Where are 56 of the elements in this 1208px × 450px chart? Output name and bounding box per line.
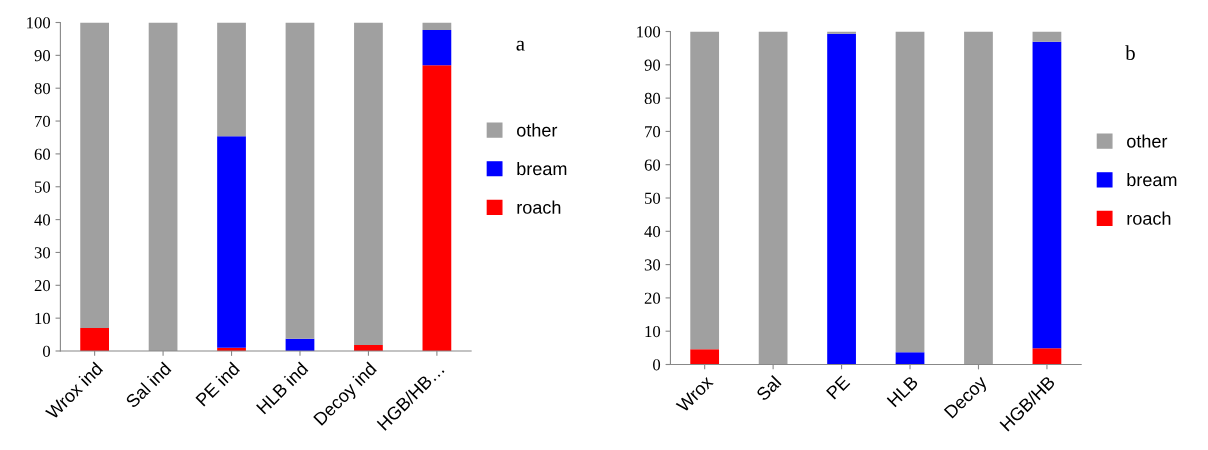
bar bbox=[148, 22, 178, 351]
bar bbox=[422, 65, 452, 351]
bar bbox=[80, 22, 109, 328]
bar bbox=[1032, 31, 1062, 42]
y-tick-label: 20 bbox=[34, 280, 51, 292]
x-tick-label: HLB bbox=[886, 375, 919, 408]
y-tick-label: 30 bbox=[644, 259, 661, 271]
y-tick-label: 50 bbox=[645, 192, 661, 204]
text: b bbox=[1125, 45, 1135, 61]
y-tick-label: 90 bbox=[34, 50, 51, 62]
bar bbox=[895, 31, 925, 353]
bar bbox=[1032, 41, 1062, 349]
y-tick-label: 0 bbox=[653, 359, 661, 371]
x-tick-label: HLB ind bbox=[255, 361, 309, 415]
legend-label: roach bbox=[517, 200, 561, 214]
bar bbox=[690, 349, 720, 365]
y-tick-label: 100 bbox=[27, 17, 51, 29]
y-tick-label: 50 bbox=[34, 181, 51, 193]
text: a bbox=[516, 40, 525, 51]
y-tick-label: 90 bbox=[644, 59, 661, 71]
y-tick-label: 10 bbox=[35, 312, 51, 325]
y-tick-label: 80 bbox=[644, 92, 661, 105]
y-tick-label: 70 bbox=[645, 126, 661, 138]
bar bbox=[285, 22, 315, 339]
y-tick-label: 60 bbox=[34, 148, 51, 160]
bar bbox=[422, 30, 452, 66]
bar bbox=[758, 31, 788, 365]
x-tick-label: Sal bbox=[755, 375, 782, 402]
y-tick-label: 80 bbox=[34, 82, 51, 95]
y-tick-label: 10 bbox=[645, 325, 661, 338]
bar bbox=[354, 22, 383, 346]
y-tick-label: 70 bbox=[35, 115, 51, 127]
legend-label: roach bbox=[1127, 211, 1171, 225]
y-tick-label: 40 bbox=[34, 214, 51, 226]
y-tick-label: 0 bbox=[42, 345, 51, 357]
bar bbox=[80, 328, 109, 351]
bar bbox=[964, 31, 993, 365]
y-tick-label: 60 bbox=[644, 159, 661, 171]
bar bbox=[827, 33, 856, 365]
y-tick-label: 30 bbox=[34, 247, 51, 259]
legend-label: other bbox=[517, 123, 558, 137]
bar bbox=[217, 22, 246, 137]
y-tick-label: 40 bbox=[644, 226, 661, 238]
bar bbox=[895, 352, 925, 365]
bar bbox=[217, 136, 246, 348]
bar bbox=[1032, 348, 1062, 365]
bar bbox=[690, 31, 720, 350]
y-tick-label: 20 bbox=[644, 292, 661, 304]
legend-label: bream bbox=[517, 161, 567, 176]
x-tick-label: PE bbox=[826, 375, 851, 400]
bar bbox=[422, 22, 452, 31]
legend-label: bream bbox=[1127, 172, 1177, 187]
x-tick-label: PE ind bbox=[194, 361, 241, 407]
legend-label: other bbox=[1127, 134, 1168, 148]
x-tick-label: Sal ind bbox=[124, 361, 172, 409]
y-tick-label: 100 bbox=[637, 26, 661, 38]
